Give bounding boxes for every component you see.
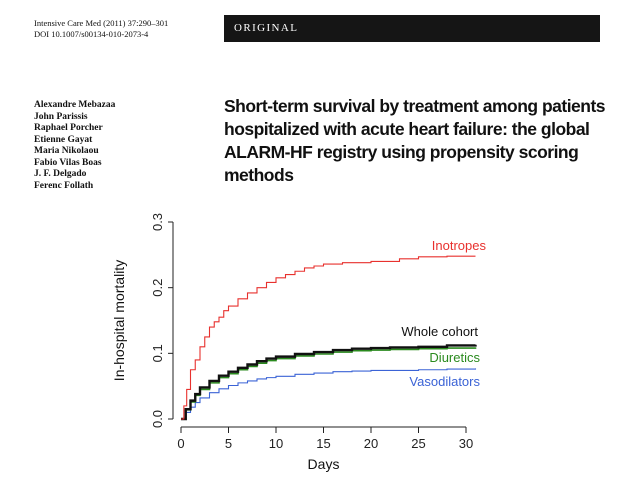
x-tick-label: 30 — [459, 436, 473, 451]
x-axis-label: Days — [308, 456, 340, 472]
x-tick-label: 10 — [269, 436, 283, 451]
y-tick-label: 0.2 — [150, 279, 165, 297]
series-label: Inotropes — [432, 238, 487, 253]
series-label: Vasodilators — [409, 374, 480, 389]
series-line-vasodilators — [181, 368, 477, 420]
journal-citation: Intensive Care Med (2011) 37:290–301 DOI… — [34, 18, 168, 40]
article-type-banner: ORIGINAL — [224, 15, 600, 42]
author-name: Alexandre Mebazaa — [34, 100, 116, 110]
article-type-label: ORIGINAL — [234, 22, 299, 34]
author-name: Etienne Gayat — [34, 134, 93, 145]
series-line-diuretics — [181, 347, 477, 420]
series-label: Diuretics — [429, 350, 480, 365]
doi-line: DOI 10.1007/s00134-010-2073-4 — [34, 29, 149, 39]
x-tick-label: 25 — [411, 436, 425, 451]
x-tick-label: 20 — [364, 436, 378, 451]
author-name: Ferenc Follath — [34, 180, 94, 191]
x-tick-label: 0 — [177, 436, 184, 451]
series-line-inotropes — [181, 255, 476, 420]
author-name: Fabio Vilas Boas — [34, 157, 102, 168]
journal-line: Intensive Care Med (2011) 37:290–301 — [34, 18, 169, 28]
series-label: Whole cohort — [401, 324, 478, 339]
y-tick-label: 0.0 — [150, 410, 165, 428]
y-axis-label: In-hospital mortality — [111, 260, 127, 381]
author-name: Maria Nikolaou — [34, 146, 99, 156]
y-tick-label: 0.1 — [150, 344, 165, 362]
y-tick-label: 0.3 — [150, 213, 165, 231]
author-name: John Parissis — [34, 111, 88, 122]
article-title: Short-term survival by treatment among p… — [224, 96, 606, 185]
author-name: J. F. Delgado — [34, 169, 87, 179]
x-tick-label: 15 — [316, 436, 330, 451]
author-name: Raphael Porcher — [34, 123, 103, 133]
x-tick-label: 5 — [225, 436, 232, 451]
author-list: Alexandre Mebazaa John Parissis Raphael … — [34, 100, 115, 192]
series-line-whole-cohort — [181, 344, 477, 421]
